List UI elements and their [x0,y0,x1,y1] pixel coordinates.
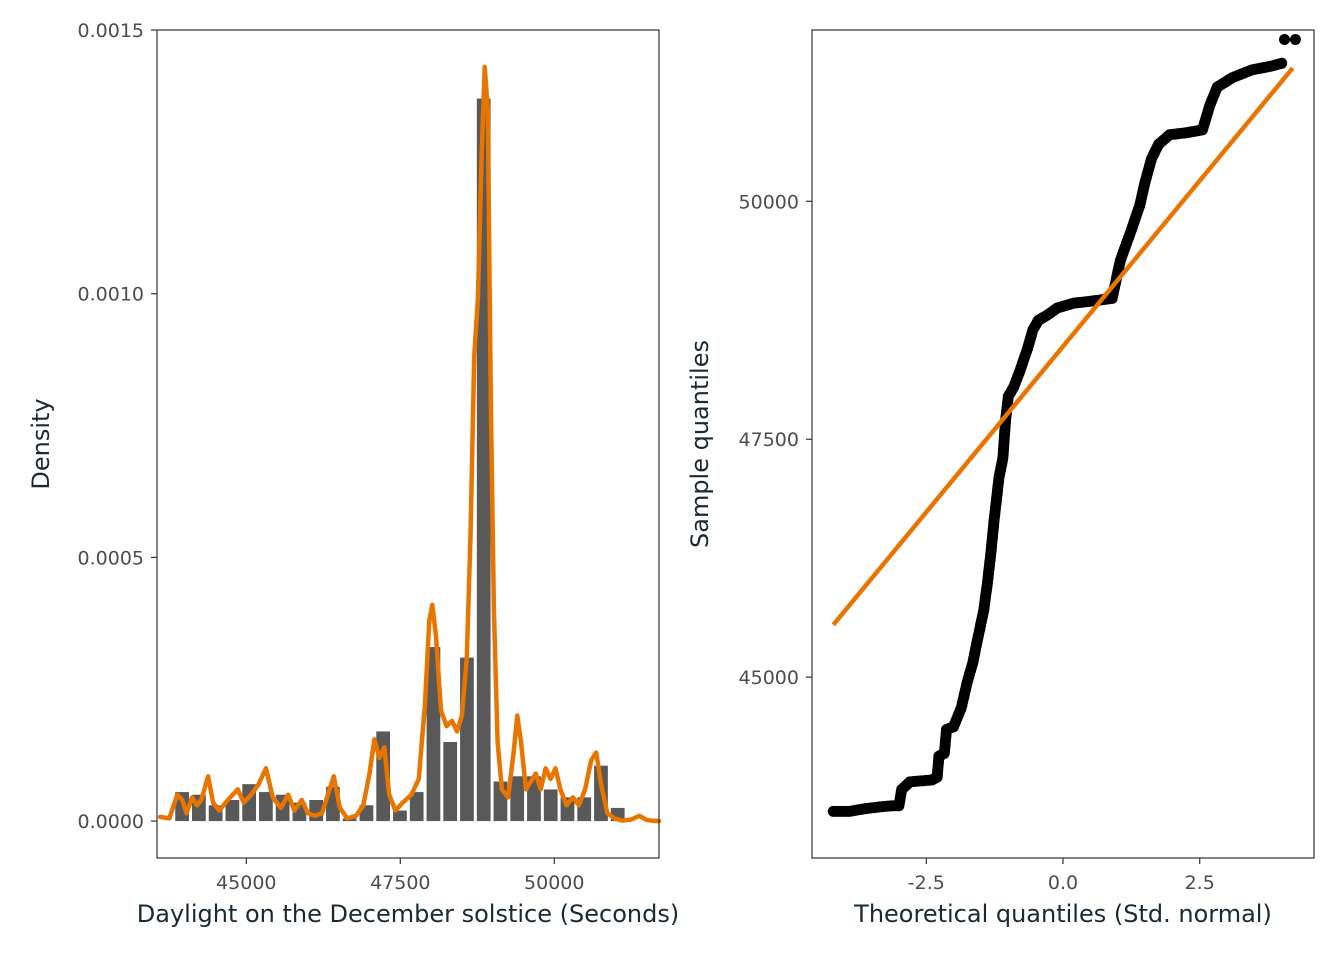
histogram-x-tick-label: 47500 [370,872,430,894]
histogram-y-tick-label: 0.0015 [78,20,144,42]
qq-x-tick-label: 0.0 [1048,872,1078,894]
qq-panel-border [811,29,1315,859]
histogram-bar [409,792,424,822]
qq-panel: -2.5 0.0 2.5 45000 47500 50000 Theoretical qu… [686,29,1315,928]
qq-point [1279,34,1290,45]
histogram-bar [225,799,240,822]
histogram-bar [426,647,441,822]
histogram-plot-area [157,64,662,824]
qq-y-tick-label: 50000 [739,191,799,213]
histogram-x-tick-label: 45000 [216,872,276,894]
histogram-bar [393,810,407,822]
qq-y-tick-label: 47500 [739,429,799,451]
qq-y-axis-title: Sample quantiles [686,340,714,548]
histogram-panel-border [156,29,660,859]
qq-point [1289,34,1301,45]
histogram-axes: 45000 47500 50000 0.0000 0.0005 0.0010 0.0015 [78,20,585,894]
histogram-x-tick-label: 50000 [524,872,584,894]
histogram-y-axis-title: Density [27,398,55,489]
qq-y-tick-label: 45000 [739,667,799,689]
histogram-y-tick-label: 0.0000 [78,811,144,833]
density-curve [157,64,662,824]
qq-point [1276,57,1288,69]
histogram-y-tick-label: 0.0010 [78,284,144,306]
histogram-bar [543,789,558,822]
histogram-bar [527,776,541,822]
histogram-bar [510,776,525,822]
histogram-y-tick-label: 0.0005 [78,547,144,569]
histogram-bar [443,741,458,822]
histogram-bar [259,792,273,822]
qq-reference-line [831,66,1295,627]
histogram-panel: 45000 47500 500000.00000.00050.00100.0015 … [27,20,679,928]
histogram-x-axis-title: Daylight on the December solstice (Secon… [137,900,679,928]
qq-x-axis-title: Theoretical quantiles (Std. normal) [853,900,1272,928]
qq-plot-area [827,34,1301,817]
qq-x-tick-label: -2.5 [908,872,945,894]
qq-axes: -2.5 0.0 2.5 45000 47500 50000 [739,191,1215,894]
qq-x-tick-label: 2.5 [1185,872,1215,894]
